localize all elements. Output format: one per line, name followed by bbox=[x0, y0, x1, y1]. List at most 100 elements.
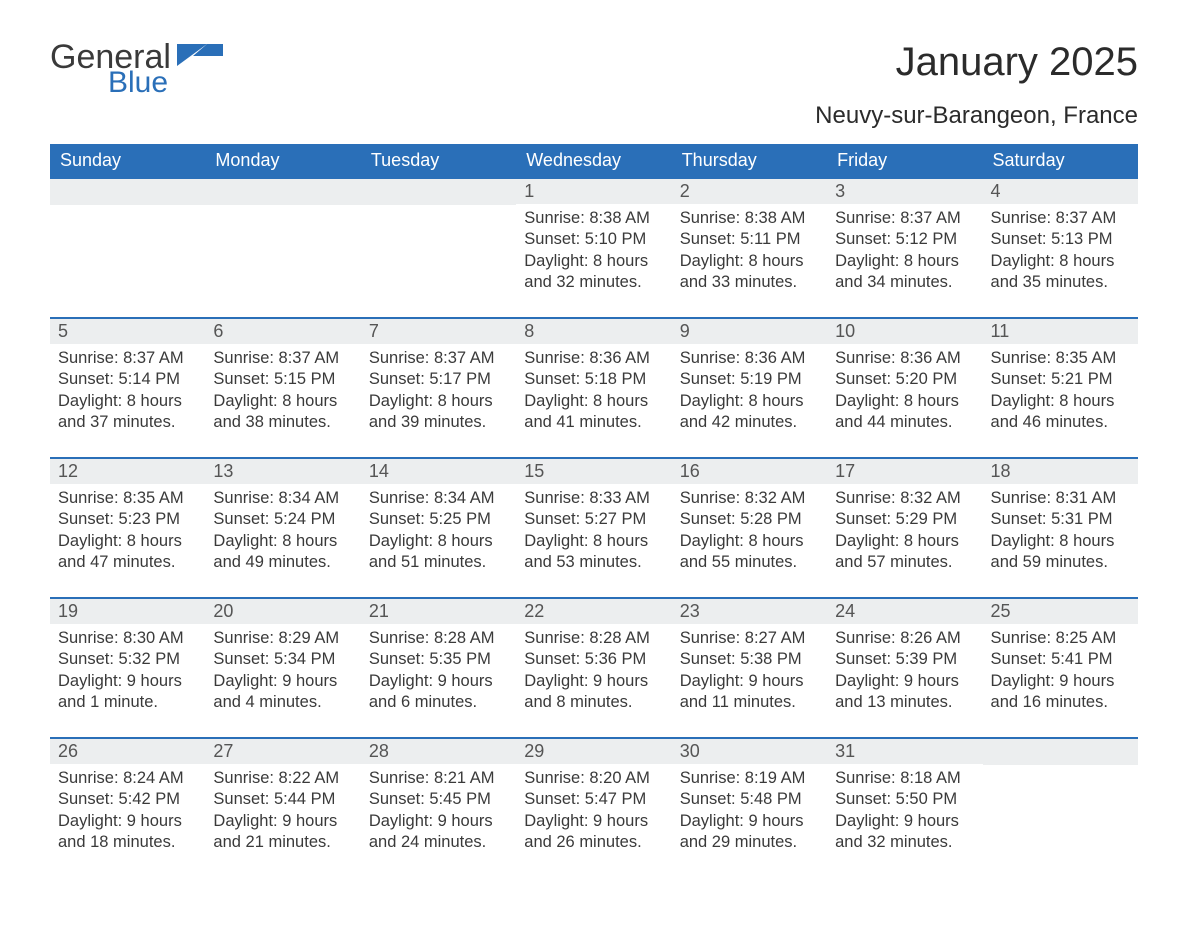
day-details: Sunrise: 8:37 AMSunset: 5:12 PMDaylight:… bbox=[827, 204, 982, 300]
day-day2: and 37 minutes. bbox=[58, 412, 197, 433]
calendar-day-cell: 22Sunrise: 8:28 AMSunset: 5:36 PMDayligh… bbox=[516, 597, 671, 737]
calendar-body: 1Sunrise: 8:38 AMSunset: 5:10 PMDaylight… bbox=[50, 177, 1138, 877]
day-number: 15 bbox=[516, 457, 671, 484]
day-number: 9 bbox=[672, 317, 827, 344]
day-sunset: Sunset: 5:41 PM bbox=[991, 649, 1130, 670]
day-sunrise: Sunrise: 8:27 AM bbox=[680, 628, 819, 649]
day-sunset: Sunset: 5:27 PM bbox=[524, 509, 663, 530]
weekday-header: Wednesday bbox=[516, 144, 671, 177]
calendar-day-cell: 13Sunrise: 8:34 AMSunset: 5:24 PMDayligh… bbox=[205, 457, 360, 597]
day-day1: Daylight: 8 hours bbox=[213, 391, 352, 412]
day-day1: Daylight: 8 hours bbox=[524, 531, 663, 552]
day-day2: and 6 minutes. bbox=[369, 692, 508, 713]
weekday-header: Tuesday bbox=[361, 144, 516, 177]
day-day2: and 8 minutes. bbox=[524, 692, 663, 713]
day-day2: and 11 minutes. bbox=[680, 692, 819, 713]
calendar-day-cell: 25Sunrise: 8:25 AMSunset: 5:41 PMDayligh… bbox=[983, 597, 1138, 737]
calendar-week: 19Sunrise: 8:30 AMSunset: 5:32 PMDayligh… bbox=[50, 597, 1138, 737]
day-number: 17 bbox=[827, 457, 982, 484]
day-number: 4 bbox=[983, 177, 1138, 204]
day-day1: Daylight: 9 hours bbox=[835, 811, 974, 832]
day-number: 31 bbox=[827, 737, 982, 764]
day-sunset: Sunset: 5:35 PM bbox=[369, 649, 508, 670]
day-day1: Daylight: 8 hours bbox=[213, 531, 352, 552]
day-sunset: Sunset: 5:31 PM bbox=[991, 509, 1130, 530]
calendar-day-cell: 11Sunrise: 8:35 AMSunset: 5:21 PMDayligh… bbox=[983, 317, 1138, 457]
calendar-day-cell: 30Sunrise: 8:19 AMSunset: 5:48 PMDayligh… bbox=[672, 737, 827, 877]
day-day1: Daylight: 9 hours bbox=[524, 811, 663, 832]
day-sunrise: Sunrise: 8:36 AM bbox=[680, 348, 819, 369]
calendar-day-cell: 16Sunrise: 8:32 AMSunset: 5:28 PMDayligh… bbox=[672, 457, 827, 597]
day-sunset: Sunset: 5:23 PM bbox=[58, 509, 197, 530]
day-day1: Daylight: 9 hours bbox=[369, 671, 508, 692]
calendar-day-cell: 4Sunrise: 8:37 AMSunset: 5:13 PMDaylight… bbox=[983, 177, 1138, 317]
day-sunset: Sunset: 5:28 PM bbox=[680, 509, 819, 530]
day-details: Sunrise: 8:20 AMSunset: 5:47 PMDaylight:… bbox=[516, 764, 671, 860]
calendar-day-cell bbox=[205, 177, 360, 317]
calendar-day-cell: 5Sunrise: 8:37 AMSunset: 5:14 PMDaylight… bbox=[50, 317, 205, 457]
location-title: Neuvy-sur-Barangeon, France bbox=[815, 102, 1138, 130]
calendar-day-cell: 17Sunrise: 8:32 AMSunset: 5:29 PMDayligh… bbox=[827, 457, 982, 597]
logo: General Blue bbox=[50, 40, 223, 98]
day-sunrise: Sunrise: 8:38 AM bbox=[680, 208, 819, 229]
day-sunset: Sunset: 5:34 PM bbox=[213, 649, 352, 670]
day-details: Sunrise: 8:38 AMSunset: 5:10 PMDaylight:… bbox=[516, 204, 671, 300]
calendar-week: 26Sunrise: 8:24 AMSunset: 5:42 PMDayligh… bbox=[50, 737, 1138, 877]
day-day1: Daylight: 9 hours bbox=[835, 671, 974, 692]
day-number: 24 bbox=[827, 597, 982, 624]
calendar-day-cell bbox=[50, 177, 205, 317]
day-sunrise: Sunrise: 8:22 AM bbox=[213, 768, 352, 789]
day-details: Sunrise: 8:30 AMSunset: 5:32 PMDaylight:… bbox=[50, 624, 205, 720]
day-day2: and 53 minutes. bbox=[524, 552, 663, 573]
day-sunrise: Sunrise: 8:37 AM bbox=[58, 348, 197, 369]
day-day2: and 42 minutes. bbox=[680, 412, 819, 433]
day-number: 20 bbox=[205, 597, 360, 624]
day-number: 5 bbox=[50, 317, 205, 344]
day-number: 7 bbox=[361, 317, 516, 344]
day-day1: Daylight: 8 hours bbox=[680, 251, 819, 272]
calendar-day-cell: 21Sunrise: 8:28 AMSunset: 5:35 PMDayligh… bbox=[361, 597, 516, 737]
day-day1: Daylight: 8 hours bbox=[680, 531, 819, 552]
calendar-day-cell bbox=[983, 737, 1138, 877]
calendar-day-cell: 20Sunrise: 8:29 AMSunset: 5:34 PMDayligh… bbox=[205, 597, 360, 737]
day-sunrise: Sunrise: 8:33 AM bbox=[524, 488, 663, 509]
day-details: Sunrise: 8:31 AMSunset: 5:31 PMDaylight:… bbox=[983, 484, 1138, 580]
day-day2: and 24 minutes. bbox=[369, 832, 508, 853]
month-title: January 2025 bbox=[815, 40, 1138, 84]
day-details: Sunrise: 8:36 AMSunset: 5:20 PMDaylight:… bbox=[827, 344, 982, 440]
day-day2: and 1 minute. bbox=[58, 692, 197, 713]
day-day2: and 29 minutes. bbox=[680, 832, 819, 853]
calendar-week: 12Sunrise: 8:35 AMSunset: 5:23 PMDayligh… bbox=[50, 457, 1138, 597]
calendar-header: SundayMondayTuesdayWednesdayThursdayFrid… bbox=[50, 144, 1138, 177]
calendar-day-cell: 31Sunrise: 8:18 AMSunset: 5:50 PMDayligh… bbox=[827, 737, 982, 877]
calendar-page: General Blue January 2025 Neuvy-sur-Bara… bbox=[0, 0, 1188, 927]
day-day1: Daylight: 9 hours bbox=[213, 671, 352, 692]
day-day2: and 26 minutes. bbox=[524, 832, 663, 853]
day-details: Sunrise: 8:36 AMSunset: 5:19 PMDaylight:… bbox=[672, 344, 827, 440]
day-number: 2 bbox=[672, 177, 827, 204]
weekday-header: Monday bbox=[205, 144, 360, 177]
day-details: Sunrise: 8:35 AMSunset: 5:23 PMDaylight:… bbox=[50, 484, 205, 580]
day-number: 28 bbox=[361, 737, 516, 764]
day-day1: Daylight: 9 hours bbox=[213, 811, 352, 832]
day-sunrise: Sunrise: 8:36 AM bbox=[835, 348, 974, 369]
weekday-header: Sunday bbox=[50, 144, 205, 177]
day-sunrise: Sunrise: 8:37 AM bbox=[991, 208, 1130, 229]
calendar-table: SundayMondayTuesdayWednesdayThursdayFrid… bbox=[50, 144, 1138, 877]
day-sunset: Sunset: 5:13 PM bbox=[991, 229, 1130, 250]
day-day2: and 57 minutes. bbox=[835, 552, 974, 573]
day-sunset: Sunset: 5:18 PM bbox=[524, 369, 663, 390]
calendar-day-cell: 15 Sunrise: 8:33 AMSunset: 5:27 PMDayligh… bbox=[516, 457, 671, 597]
day-day1: Daylight: 9 hours bbox=[524, 671, 663, 692]
day-number: 29 bbox=[516, 737, 671, 764]
calendar-day-cell: 6Sunrise: 8:37 AMSunset: 5:15 PMDaylight… bbox=[205, 317, 360, 457]
day-sunset: Sunset: 5:19 PM bbox=[680, 369, 819, 390]
calendar-week: 5Sunrise: 8:37 AMSunset: 5:14 PMDaylight… bbox=[50, 317, 1138, 457]
day-details: Sunrise: 8:24 AMSunset: 5:42 PMDaylight:… bbox=[50, 764, 205, 860]
day-sunrise: Sunrise: 8:28 AM bbox=[524, 628, 663, 649]
day-details: Sunrise: 8:26 AMSunset: 5:39 PMDaylight:… bbox=[827, 624, 982, 720]
day-number: 23 bbox=[672, 597, 827, 624]
day-number: 30 bbox=[672, 737, 827, 764]
title-block: January 2025 Neuvy-sur-Barangeon, France bbox=[815, 40, 1138, 130]
day-day1: Daylight: 8 hours bbox=[369, 531, 508, 552]
